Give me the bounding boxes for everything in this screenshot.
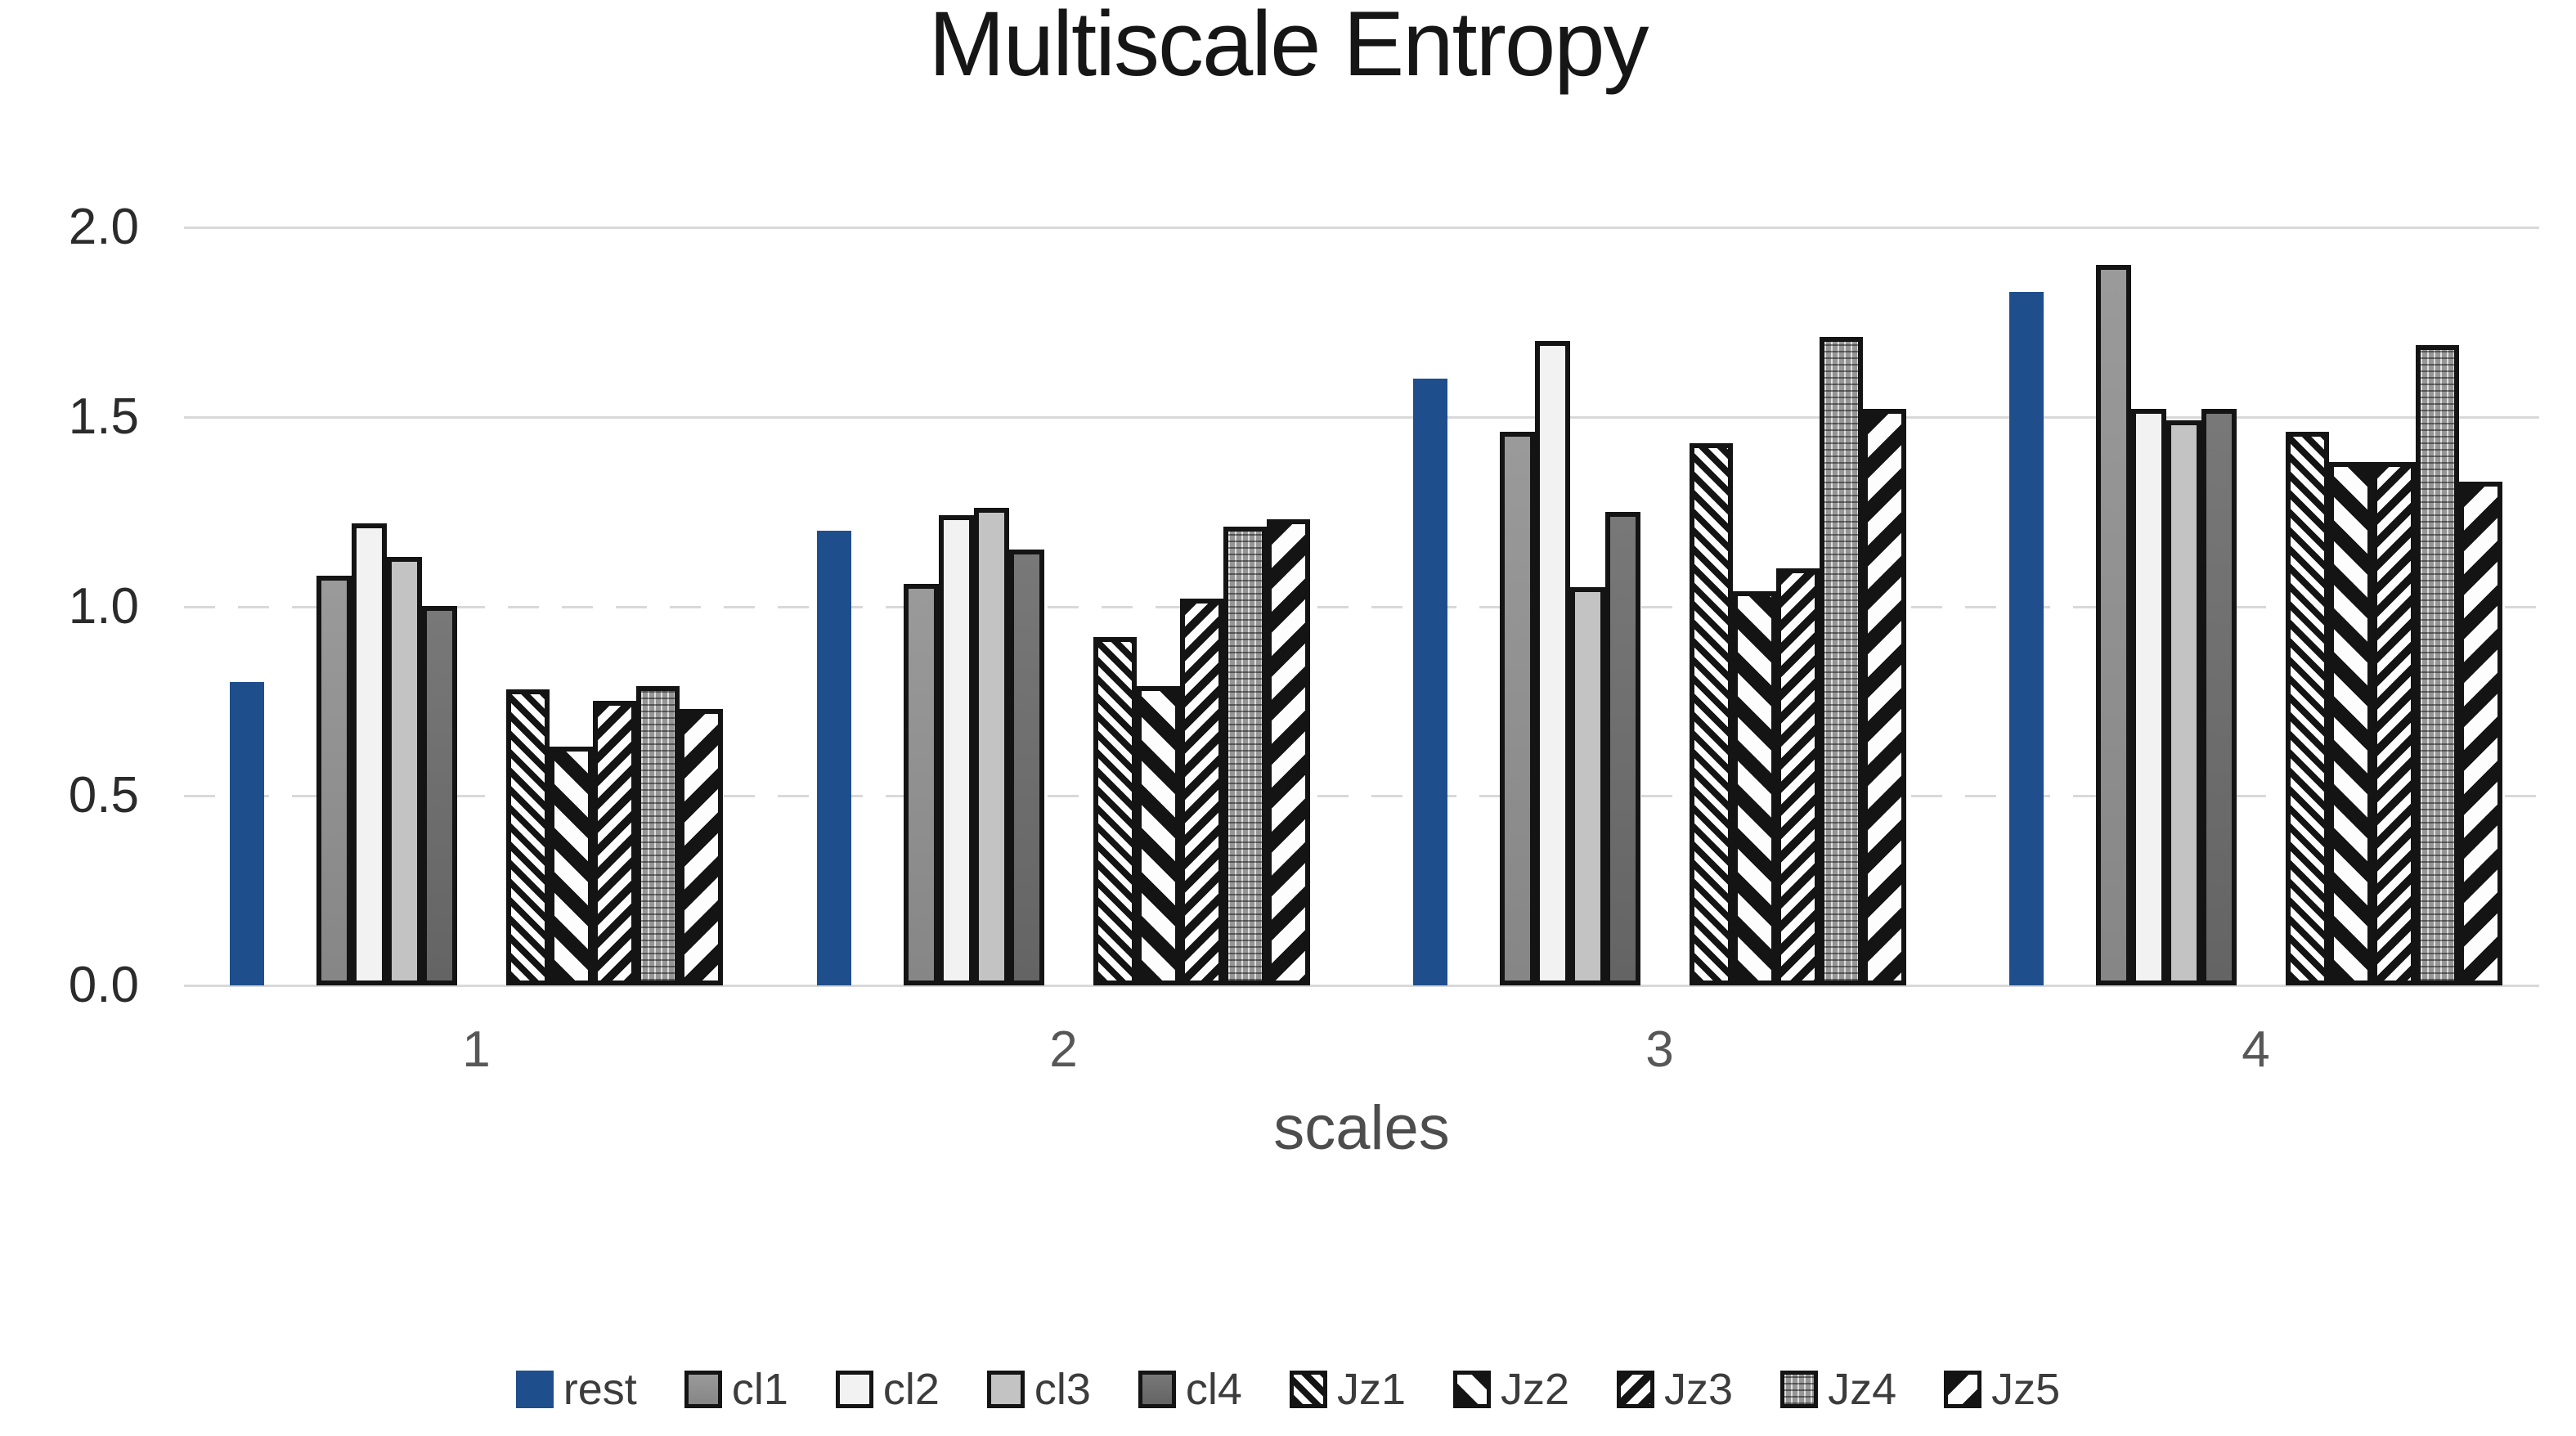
bar-Jz2-scale4: [2329, 462, 2372, 985]
legend-label-cl4: cl4: [1185, 1365, 1242, 1414]
bar-Jz3-scale4: [2372, 462, 2416, 985]
legend-item-Jz4: Jz4: [1780, 1364, 1896, 1415]
bar-Jz5-scale3: [1863, 409, 1906, 985]
gridline-1.5: [184, 415, 2539, 419]
legend-swatch-Jz5: [1944, 1371, 1982, 1408]
bar-Jz1-scale3: [1690, 443, 1733, 985]
x-tick-label: 1: [462, 1021, 491, 1078]
gridline-0.5: [184, 795, 2539, 798]
y-tick-label: 2.0: [68, 199, 139, 255]
legend-swatch-Jz3: [1617, 1371, 1655, 1408]
bar-Jz1-scale2: [1093, 637, 1137, 985]
bar-Jz3-scale2: [1180, 599, 1223, 985]
y-tick-label: 1.0: [68, 577, 139, 635]
legend-item-rest: rest: [515, 1364, 637, 1415]
bar-cl2-scale3: [1535, 341, 1570, 985]
bar-cl1-scale3: [1500, 432, 1535, 985]
bar-Jz1-scale4: [2286, 432, 2329, 985]
bar-cl1-scale1: [316, 576, 352, 985]
bar-Jz1-scale1: [506, 689, 550, 985]
legend-item-cl3: cl3: [986, 1364, 1091, 1415]
bar-cl4-scale3: [1605, 512, 1640, 985]
bar-cl1-scale2: [904, 584, 939, 985]
legend-item-cl1: cl1: [684, 1364, 788, 1415]
legend-swatch-cl4: [1138, 1371, 1176, 1408]
bar-cl4-scale1: [422, 606, 457, 985]
bar-Jz2-scale3: [1733, 591, 1776, 985]
bar-Jz4-scale1: [636, 686, 680, 985]
legend-label-rest: rest: [563, 1365, 637, 1414]
bar-cl2-scale2: [939, 515, 974, 985]
legend-item-Jz1: Jz1: [1289, 1364, 1406, 1415]
bar-Jz2-scale1: [550, 747, 593, 985]
bar-cl4-scale4: [2201, 409, 2237, 985]
legend-item-cl4: cl4: [1138, 1364, 1242, 1415]
bar-rest-scale1: [230, 682, 264, 985]
bar-cl2-scale4: [2131, 409, 2166, 985]
bar-Jz2-scale2: [1137, 686, 1180, 985]
legend-swatch-cl1: [684, 1371, 722, 1408]
legend-label-Jz5: Jz5: [1991, 1365, 2061, 1414]
legend-label-cl1: cl1: [731, 1365, 788, 1414]
legend-swatch-rest: [515, 1371, 554, 1408]
chart-title: Multiscale Entropy: [928, 0, 1649, 95]
legend-label-Jz2: Jz2: [1501, 1365, 1570, 1414]
bar-cl4-scale2: [1009, 550, 1044, 985]
bar-Jz3-scale1: [593, 701, 636, 985]
x-tick-label: 4: [2242, 1021, 2270, 1078]
legend-item-Jz5: Jz5: [1944, 1364, 2060, 1415]
bar-cl3-scale2: [974, 508, 1009, 985]
legend-swatch-cl2: [835, 1371, 873, 1408]
y-tick-label: 0.5: [68, 767, 139, 824]
x-tick-label: 3: [1645, 1021, 1674, 1078]
bar-Jz5-scale1: [680, 709, 723, 985]
legend-label-cl2: cl2: [882, 1365, 940, 1414]
legend-item-cl2: cl2: [835, 1364, 940, 1415]
legend: rest cl1 cl2 cl3 cl4 Jz1 Jz2 Jz3 Jz4 Jz5: [0, 1364, 2576, 1415]
legend-swatch-Jz4: [1780, 1371, 1819, 1408]
bar-Jz5-scale4: [2459, 482, 2502, 985]
bar-cl2-scale1: [352, 523, 387, 985]
bar-Jz4-scale3: [1820, 337, 1863, 985]
legend-item-Jz3: Jz3: [1617, 1364, 1733, 1415]
bar-Jz4-scale4: [2416, 345, 2459, 985]
legend-item-Jz2: Jz2: [1453, 1364, 1569, 1415]
bar-Jz5-scale2: [1267, 519, 1310, 985]
y-tick-label: 1.5: [68, 388, 139, 445]
gridline-0.0: [184, 985, 2539, 987]
legend-swatch-cl3: [986, 1371, 1025, 1408]
legend-swatch-Jz2: [1453, 1371, 1491, 1408]
bar-Jz3-scale3: [1776, 568, 1820, 985]
legend-label-Jz4: Jz4: [1828, 1365, 1897, 1414]
gridline-2.0: [184, 227, 2539, 229]
bar-cl3-scale4: [2166, 420, 2201, 985]
x-tick-label: 2: [1049, 1021, 1078, 1078]
legend-label-cl3: cl3: [1034, 1365, 1091, 1414]
bar-rest-scale3: [1413, 379, 1447, 985]
bar-rest-scale2: [817, 531, 851, 985]
bar-rest-scale4: [2009, 292, 2044, 985]
gridline-1.0: [184, 605, 2539, 608]
legend-swatch-Jz1: [1289, 1371, 1327, 1408]
bar-cl3-scale3: [1570, 587, 1605, 985]
y-tick-label: 0.0: [68, 957, 139, 1013]
bar-Jz4-scale2: [1223, 527, 1267, 985]
legend-label-Jz1: Jz1: [1336, 1365, 1406, 1414]
bar-cl1-scale4: [2096, 265, 2131, 985]
legend-label-Jz3: Jz3: [1664, 1365, 1734, 1414]
bar-cl3-scale1: [387, 557, 422, 985]
x-axis-title: scales: [1273, 1093, 1450, 1163]
